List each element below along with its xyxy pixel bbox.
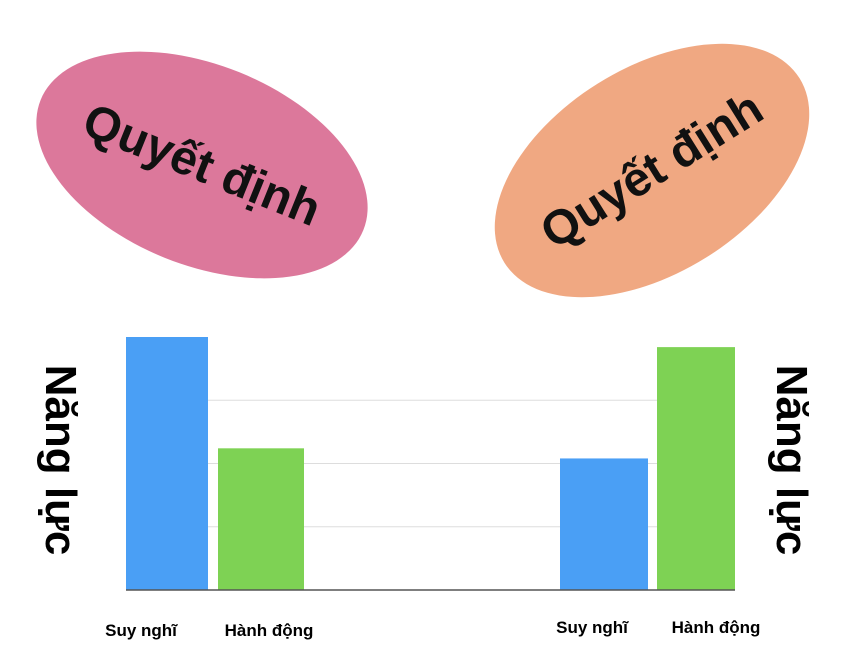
chart-bars	[126, 337, 735, 590]
chart-category-labels: Suy nghĩ Hành động Suy nghĩ Hành động	[105, 618, 760, 640]
category-label-group1-action: Hành động	[225, 621, 314, 640]
category-label-group2-action: Hành động	[672, 618, 761, 637]
bar-group2-thinking	[560, 458, 648, 590]
bar-group1-action	[218, 448, 304, 590]
bar-group2-action	[657, 347, 735, 590]
category-label-group1-thinking: Suy nghĩ	[105, 621, 178, 640]
bar-group1-thinking	[126, 337, 208, 590]
category-label-group2-thinking: Suy nghĩ	[556, 618, 629, 637]
